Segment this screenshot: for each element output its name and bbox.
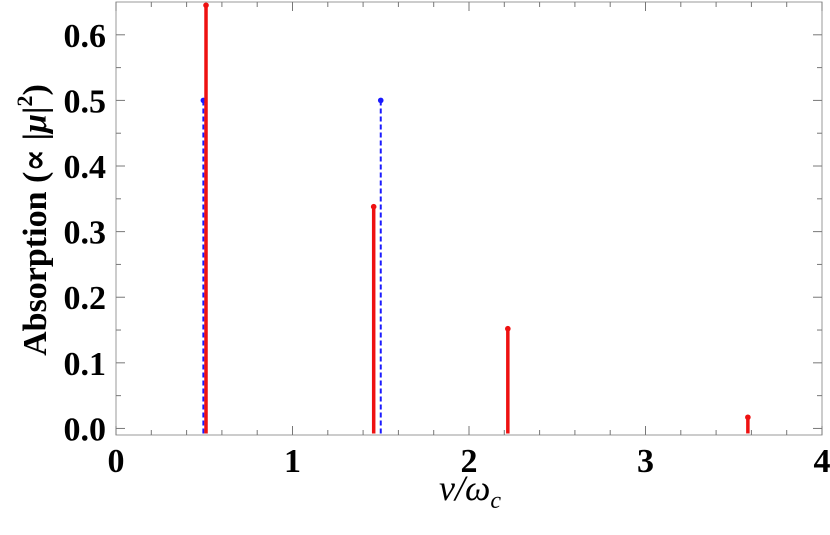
x-tick-label: 3 bbox=[637, 443, 654, 480]
stem-marker-red bbox=[745, 414, 751, 421]
y-tick-label: 0.2 bbox=[64, 280, 107, 317]
x-tick-label: 1 bbox=[284, 443, 301, 480]
axis-ticks bbox=[115, 2, 823, 435]
stem-marker-red bbox=[203, 2, 209, 9]
stem-marker-blue bbox=[377, 97, 384, 104]
y-tick-label: 0.4 bbox=[64, 149, 107, 186]
x-tick-label: 2 bbox=[461, 443, 478, 480]
y-tick-label: 0.0 bbox=[64, 411, 107, 448]
stem-series bbox=[200, 2, 751, 434]
y-tick-label: 0.3 bbox=[64, 215, 107, 252]
stem-marker-red bbox=[505, 325, 511, 332]
tick-labels: 0 1 2 3 4 0.0 0.1 0.2 0.3 0.4 0.5 0.6 bbox=[64, 18, 830, 480]
x-axis-title: ν/ωc bbox=[439, 468, 501, 514]
stem-marker-red bbox=[370, 203, 377, 210]
y-tick-label: 0.6 bbox=[64, 18, 107, 55]
plot-border bbox=[115, 1, 823, 436]
x-tick-label: 4 bbox=[814, 443, 830, 480]
plot-frame bbox=[115, 1, 823, 436]
x-tick-label: 0 bbox=[108, 443, 125, 480]
y-axis-title: Absorption (∝ |μ|2) bbox=[12, 84, 54, 356]
y-tick-label: 0.1 bbox=[64, 346, 107, 383]
y-tick-label: 0.5 bbox=[64, 83, 107, 120]
